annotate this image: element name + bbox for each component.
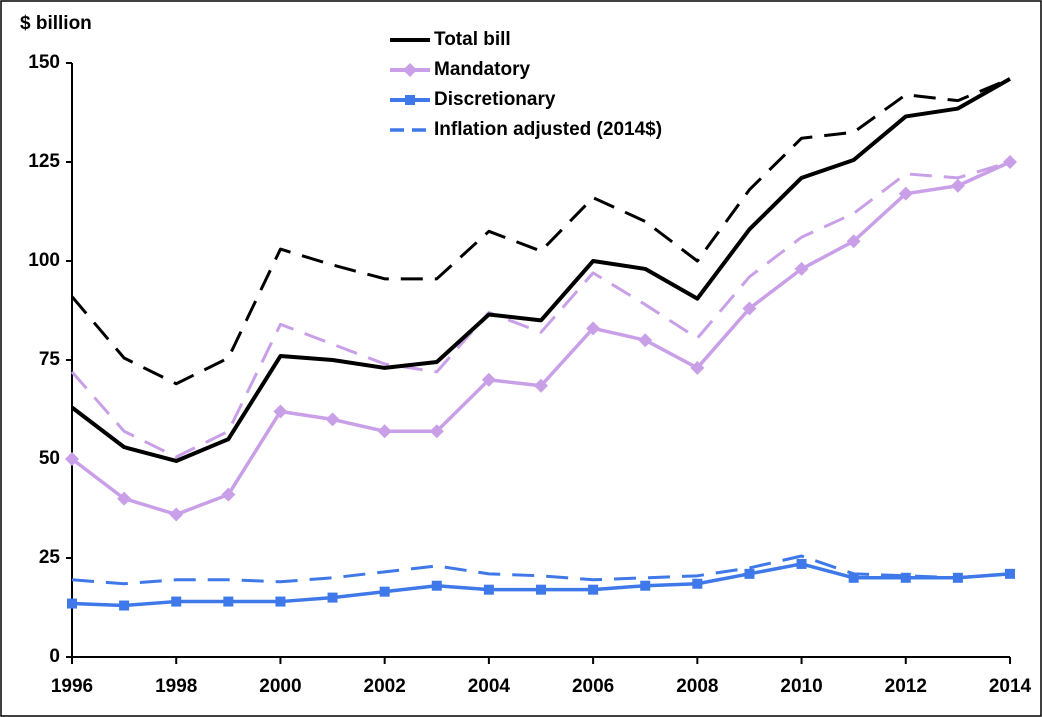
x-tick-label: 2014 <box>989 676 1032 697</box>
x-tick-label: 2008 <box>676 676 718 697</box>
line <box>70 77 1011 463</box>
point <box>325 412 340 427</box>
point <box>429 424 444 439</box>
legend-label: Mandatory <box>434 59 531 80</box>
point <box>950 178 965 193</box>
x-tick-label: 1996 <box>51 676 93 697</box>
point <box>483 584 494 595</box>
y-tick-label: 100 <box>28 250 60 271</box>
point <box>117 491 132 506</box>
dashed-line <box>70 160 1011 459</box>
point <box>1005 568 1015 579</box>
point <box>794 261 809 276</box>
point <box>900 572 911 583</box>
point <box>169 507 184 522</box>
y-tick-label: 75 <box>39 349 61 370</box>
point <box>692 578 703 589</box>
point <box>377 424 392 439</box>
point <box>952 572 963 583</box>
point <box>171 596 182 607</box>
x-tick-label: 2000 <box>259 676 301 697</box>
point <box>273 404 288 419</box>
point <box>640 580 651 591</box>
point <box>796 558 807 569</box>
point <box>275 596 286 607</box>
x-tick-label: 1998 <box>155 676 197 697</box>
point <box>742 301 757 316</box>
point <box>1003 155 1017 169</box>
point <box>221 487 236 502</box>
legend-label: Total bill <box>434 29 511 50</box>
legend-label: Inflation adjusted (2014$) <box>434 119 662 140</box>
legend-marker <box>403 63 417 77</box>
point <box>638 333 653 348</box>
point <box>327 592 338 603</box>
y-tick-label: 25 <box>39 547 61 568</box>
point <box>65 452 79 466</box>
point <box>586 321 601 336</box>
point <box>898 186 913 201</box>
point <box>846 234 861 249</box>
point <box>588 584 599 595</box>
x-tick-label: 2006 <box>572 676 614 697</box>
point <box>536 584 546 595</box>
x-tick-label: 2010 <box>780 676 822 697</box>
y-tick-label: 50 <box>39 448 60 469</box>
point <box>744 568 755 579</box>
y-tick-label: 150 <box>28 52 60 73</box>
y-tick-label: 0 <box>49 646 60 667</box>
x-tick-label: 2002 <box>364 676 406 697</box>
point <box>119 600 130 611</box>
point <box>690 360 705 375</box>
point <box>223 596 234 607</box>
point <box>481 372 496 387</box>
point <box>431 580 442 591</box>
y-tick-label: 125 <box>28 151 60 172</box>
point <box>379 586 390 597</box>
point <box>67 598 77 609</box>
x-tick-label: 2004 <box>468 676 511 697</box>
y-axis-label: $ billion <box>20 13 92 34</box>
point <box>534 378 548 393</box>
x-tick-label: 2012 <box>885 676 927 697</box>
legend-label: Discretionary <box>434 89 556 110</box>
legend-marker <box>405 95 415 105</box>
point <box>848 572 859 583</box>
